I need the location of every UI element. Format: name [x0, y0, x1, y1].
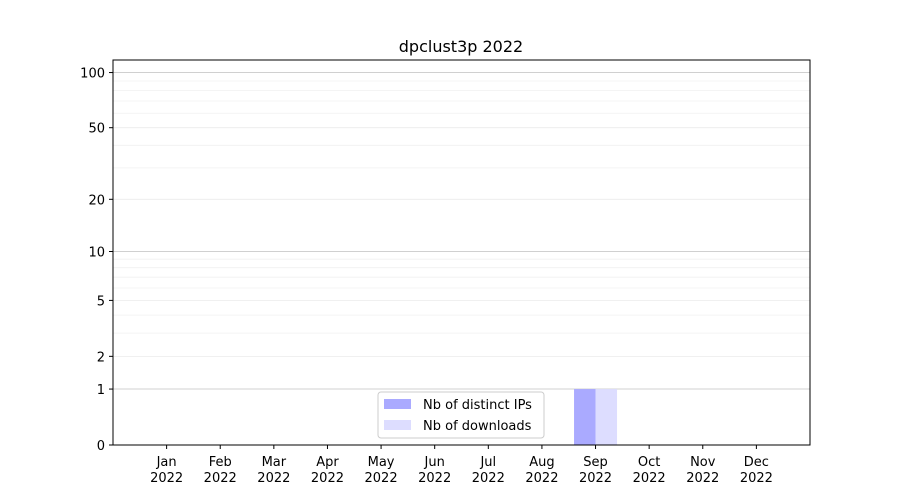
x-tick-label: Aug 2022 [525, 455, 558, 486]
y-tick-label: 100 [80, 67, 105, 82]
y-tick-label: 0 [97, 439, 105, 454]
y-tick-label: 20 [88, 193, 105, 208]
legend-label: Nb of downloads [423, 419, 532, 434]
y-tick-label: 2 [97, 350, 105, 365]
x-tick-label: Jan 2022 [150, 455, 183, 486]
x-tick-label: Dec 2022 [740, 455, 773, 486]
legend-swatch [384, 399, 411, 409]
legend [377, 391, 545, 439]
plot-frame [112, 59, 811, 446]
x-tick-label: Feb 2022 [204, 455, 237, 486]
x-tick-label: Mar 2022 [257, 455, 290, 486]
y-tick-label: 50 [88, 122, 105, 137]
bar-distinct-ips [574, 389, 596, 445]
x-tick-label: Oct 2022 [633, 455, 666, 486]
y-tick-label: 1 [97, 383, 105, 398]
x-tick-label: Sep 2022 [579, 455, 612, 486]
y-tick-label: 5 [97, 294, 105, 309]
chart-title: dpclust3p 2022 [399, 37, 523, 56]
y-tick-label: 10 [88, 245, 105, 260]
x-tick-label: Jul 2022 [472, 455, 505, 486]
x-tick-label: Nov 2022 [686, 455, 719, 486]
x-tick-label: May 2022 [365, 455, 398, 486]
x-tick-label: Jun 2022 [418, 455, 451, 486]
bar-downloads [595, 389, 618, 445]
legend-swatch [384, 420, 411, 430]
legend-label: Nb of distinct IPs [423, 398, 532, 413]
x-tick-label: Apr 2022 [311, 455, 344, 486]
